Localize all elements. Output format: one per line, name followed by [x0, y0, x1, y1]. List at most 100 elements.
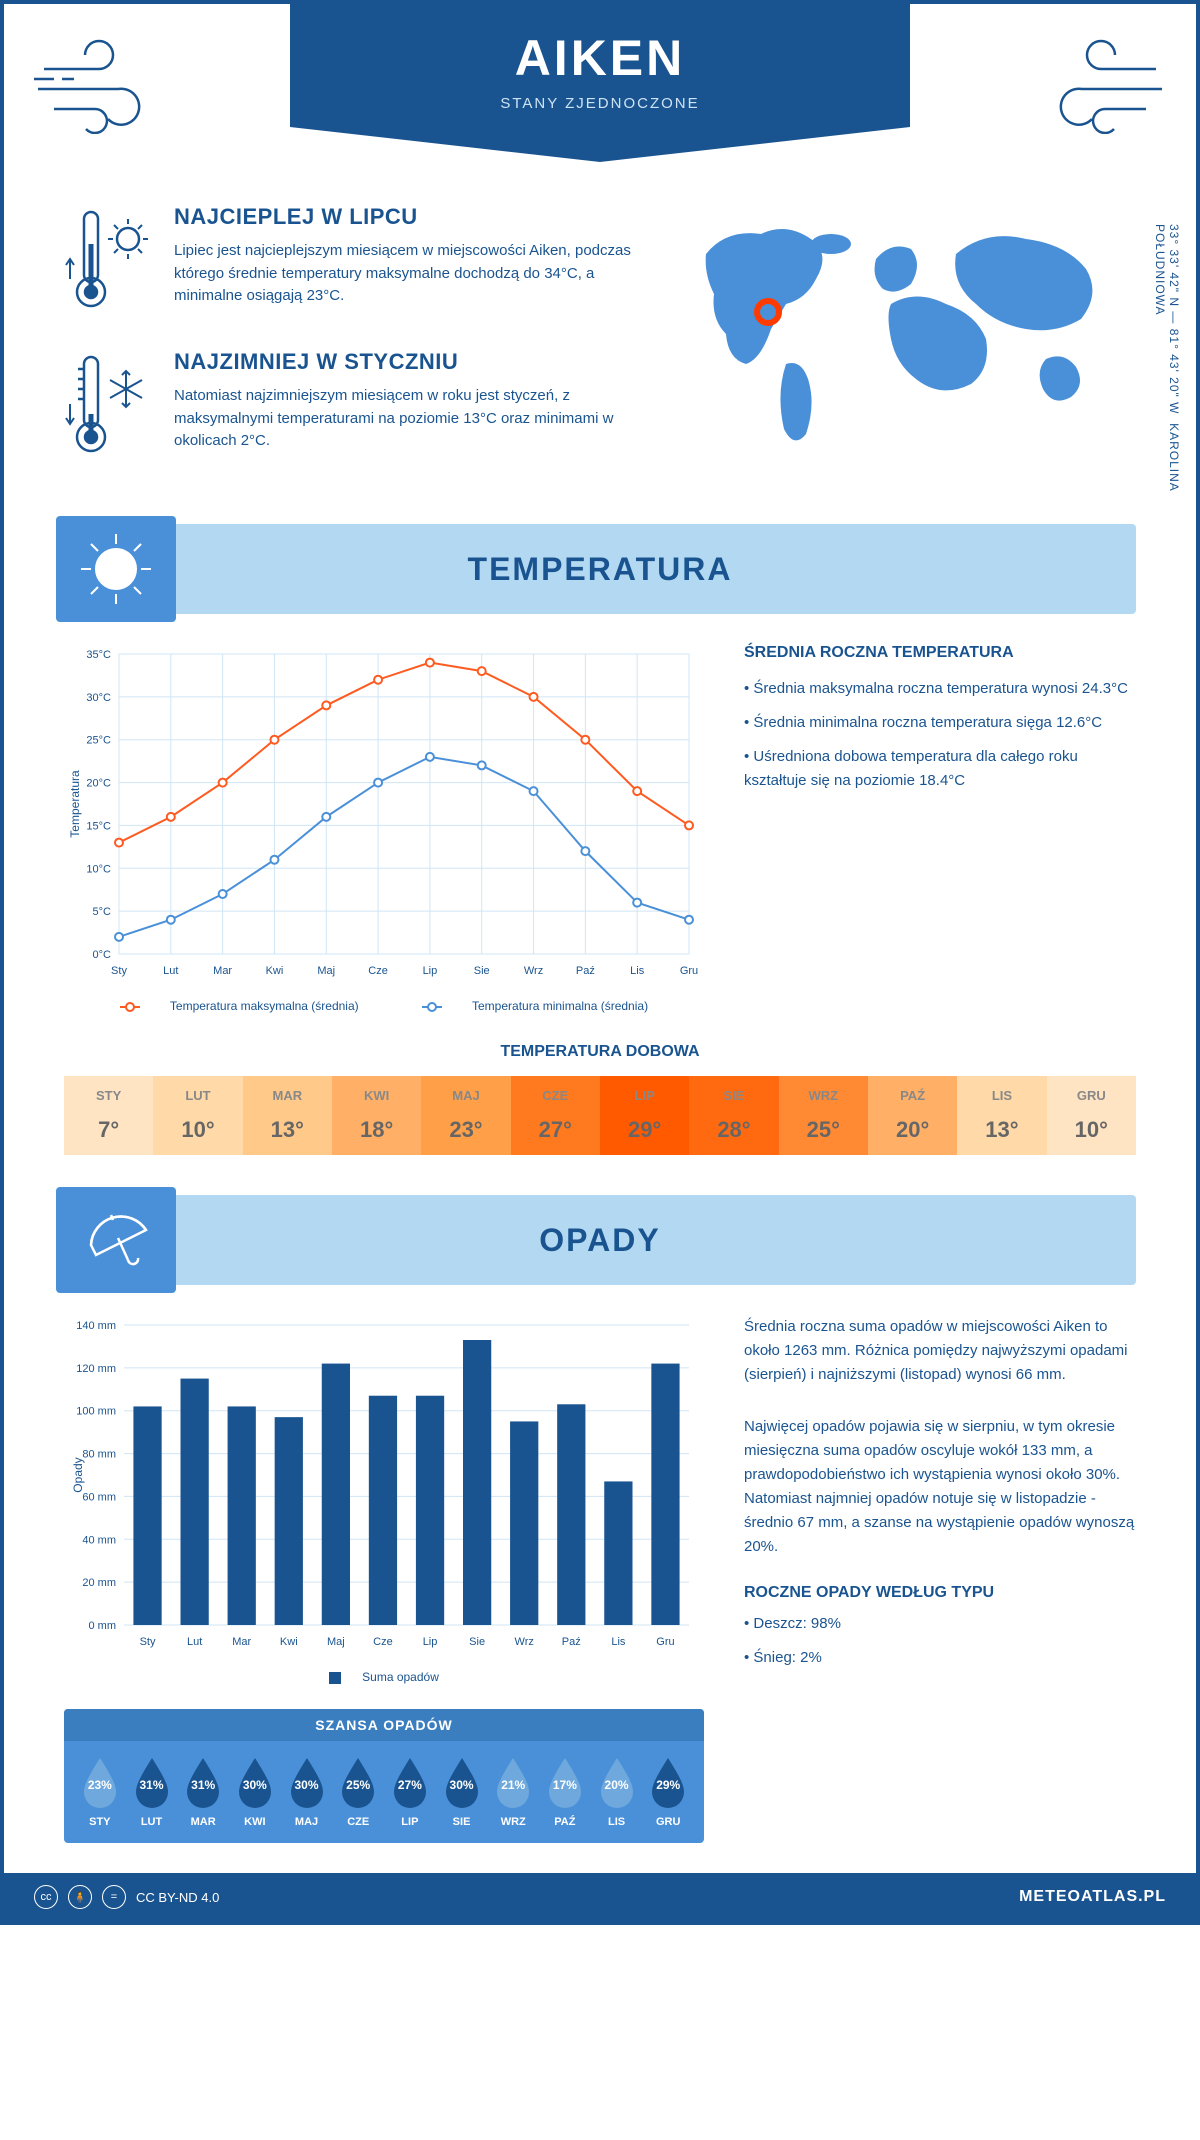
sun-icon	[56, 516, 176, 622]
precip-chance-drop: 31%LUT	[126, 1756, 178, 1828]
license-text: CC BY-ND 4.0	[136, 1890, 219, 1905]
precip-type-title: ROCZNE OPADY WEDŁUG TYPU	[744, 1584, 1136, 1602]
intro-row: NAJCIEPLEJ W LIPCU Lipiec jest najcieple…	[64, 204, 1136, 494]
svg-text:Lip: Lip	[423, 1636, 438, 1648]
daily-temp-cell: STY7°	[64, 1076, 153, 1155]
svg-text:0 mm: 0 mm	[89, 1620, 117, 1632]
precip-chance-drop: 25%CZE	[332, 1756, 384, 1828]
svg-text:Kwi: Kwi	[266, 965, 284, 977]
daily-temp-cell: GRU10°	[1047, 1076, 1136, 1155]
footer: cc 🧍 = CC BY-ND 4.0 METEOATLAS.PL	[4, 1873, 1196, 1921]
temp-section-title: TEMPERATURA	[468, 551, 733, 588]
svg-text:140 mm: 140 mm	[76, 1320, 116, 1332]
svg-text:Cze: Cze	[368, 965, 388, 977]
svg-text:Gru: Gru	[656, 1636, 674, 1648]
temp-chart-legend: Temperatura maksymalna (średnia) Tempera…	[64, 999, 704, 1013]
city-title: AIKEN	[290, 29, 910, 87]
svg-text:Mar: Mar	[213, 965, 232, 977]
svg-text:Lut: Lut	[163, 965, 178, 977]
svg-text:15°C: 15°C	[86, 820, 111, 832]
svg-text:Mar: Mar	[232, 1636, 251, 1648]
svg-text:Lip: Lip	[423, 965, 438, 977]
svg-text:Wrz: Wrz	[515, 1636, 534, 1648]
svg-text:Cze: Cze	[373, 1636, 393, 1648]
warmest-text: Lipiec jest najcieplejszym miesiącem w m…	[174, 240, 636, 308]
temperature-line-chart: 0°C 5°C 10°C 15°C 20°C 25°C 30°C 35°C Sty Lut Mar K…	[64, 644, 704, 1013]
daily-temp-cell: CZE27°	[511, 1076, 600, 1155]
svg-text:20 mm: 20 mm	[82, 1577, 116, 1589]
svg-text:Opady: Opady	[71, 1457, 85, 1492]
daily-temp-cell: LUT10°	[153, 1076, 242, 1155]
header: AIKEN STANY ZJEDNOCZONE	[4, 4, 1196, 204]
precip-bar-chart: 0 mm20 mm40 mm60 mm80 mm100 mm120 mm140 …	[64, 1315, 704, 1684]
precip-chance-drop: 21%WRZ	[487, 1756, 539, 1828]
svg-text:Temperatura: Temperatura	[68, 770, 82, 838]
precip-chance-drop: 27%LIP	[384, 1756, 436, 1828]
world-map: 33° 33' 42" N — 81° 43' 20" W KAROLINA P…	[676, 204, 1136, 494]
daily-temp-strip: TEMPERATURA DOBOWA STY7°LUT10°MAR13°KWI1…	[64, 1043, 1136, 1155]
thermometer-hot-icon	[64, 204, 154, 319]
nd-icon: =	[102, 1885, 126, 1909]
precip-chance-drop: 30%KWI	[229, 1756, 281, 1828]
precip-chance-drop: 30%SIE	[436, 1756, 488, 1828]
daily-temp-cell: KWI18°	[332, 1076, 421, 1155]
svg-text:25°C: 25°C	[86, 735, 111, 747]
svg-text:20°C: 20°C	[86, 778, 111, 790]
brand: METEOATLAS.PL	[1019, 1888, 1166, 1906]
svg-text:0°C: 0°C	[93, 949, 112, 961]
precip-summary: Średnia roczna suma opadów w miejscowośc…	[744, 1315, 1136, 1843]
svg-text:Gru: Gru	[680, 965, 698, 977]
precip-chance-drop: 31%MAR	[177, 1756, 229, 1828]
coldest-title: NAJZIMNIEJ W STYCZNIU	[174, 349, 636, 375]
precip-para2: Najwięcej opadów pojawia się w sierpniu,…	[744, 1415, 1136, 1559]
warmest-title: NAJCIEPLEJ W LIPCU	[174, 204, 636, 230]
svg-text:10°C: 10°C	[86, 863, 111, 875]
country-subtitle: STANY ZJEDNOCZONE	[290, 95, 910, 112]
daily-temp-cell: LIP29°	[600, 1076, 689, 1155]
svg-text:Lut: Lut	[187, 1636, 202, 1648]
precip-chance-panel: SZANSA OPADÓW 23%STY31%LUT31%MAR30%KWI30…	[64, 1709, 704, 1843]
precip-chance-title: SZANSA OPADÓW	[64, 1709, 704, 1741]
svg-text:Lis: Lis	[630, 965, 645, 977]
precip-chance-drop: 30%MAJ	[281, 1756, 333, 1828]
svg-text:Wrz: Wrz	[524, 965, 543, 977]
by-icon: 🧍	[68, 1885, 92, 1909]
precip-chance-drop: 17%PAŹ	[539, 1756, 591, 1828]
coldest-text: Natomiast najzimniejszym miesiącem w rok…	[174, 385, 636, 453]
temperature-section-header: TEMPERATURA	[64, 524, 1136, 614]
svg-text:100 mm: 100 mm	[76, 1406, 116, 1418]
svg-text:120 mm: 120 mm	[76, 1363, 116, 1375]
precip-section-title: OPADY	[539, 1222, 660, 1259]
svg-text:35°C: 35°C	[86, 649, 111, 661]
daily-temp-cell: SIE28°	[689, 1076, 778, 1155]
svg-text:Sty: Sty	[111, 965, 127, 977]
daily-temp-cell: MAJ23°	[421, 1076, 510, 1155]
precip-para1: Średnia roczna suma opadów w miejscowośc…	[744, 1315, 1136, 1387]
umbrella-icon	[56, 1187, 176, 1293]
page-container: AIKEN STANY ZJEDNOCZONE	[0, 0, 1200, 1925]
svg-text:30°C: 30°C	[86, 692, 111, 704]
coldest-block: NAJZIMNIEJ W STYCZNIU Natomiast najzimni…	[64, 349, 636, 464]
svg-text:5°C: 5°C	[93, 906, 112, 918]
wind-icon-left	[34, 34, 164, 139]
temp-summary-title: ŚREDNIA ROCZNA TEMPERATURA	[744, 644, 1136, 662]
svg-text:Kwi: Kwi	[280, 1636, 298, 1648]
svg-text:Maj: Maj	[327, 1636, 345, 1648]
svg-text:Sty: Sty	[140, 1636, 156, 1648]
daily-temp-cell: WRZ25°	[779, 1076, 868, 1155]
daily-temp-title: TEMPERATURA DOBOWA	[64, 1043, 1136, 1061]
daily-temp-cell: PAŹ20°	[868, 1076, 957, 1155]
daily-temp-cell: LIS13°	[957, 1076, 1046, 1155]
temp-bullet: • Uśredniona dobowa temperatura dla całe…	[744, 745, 1136, 793]
title-banner: AIKEN STANY ZJEDNOCZONE	[290, 4, 910, 162]
precip-legend: Suma opadów	[64, 1670, 704, 1684]
svg-text:Lis: Lis	[611, 1636, 626, 1648]
warmest-block: NAJCIEPLEJ W LIPCU Lipiec jest najcieple…	[64, 204, 636, 319]
svg-text:60 mm: 60 mm	[82, 1491, 116, 1503]
thermometer-cold-icon	[64, 349, 154, 464]
precip-chance-drop: 23%STY	[74, 1756, 126, 1828]
precip-type-bullet: • Śnieg: 2%	[744, 1646, 1136, 1670]
coordinates: 33° 33' 42" N — 81° 43' 20" W KAROLINA P…	[1153, 224, 1181, 494]
precip-section-header: OPADY	[64, 1195, 1136, 1285]
temp-bullet: • Średnia maksymalna roczna temperatura …	[744, 677, 1136, 701]
